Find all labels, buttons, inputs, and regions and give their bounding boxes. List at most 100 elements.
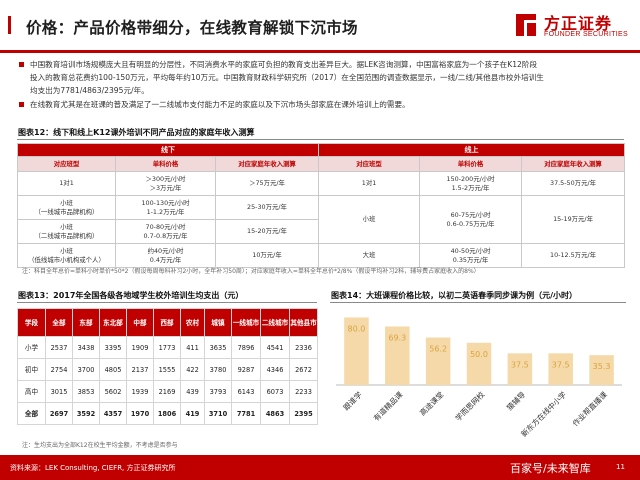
table-cell: 3438 xyxy=(72,336,100,359)
header-cell: 二线城市 xyxy=(260,308,290,337)
offline-type: 1对1 xyxy=(17,171,116,196)
band-offline: 线下 xyxy=(16,143,320,157)
online-income: 10-12.5万元/年 xyxy=(521,243,626,268)
offline-price: 100-130元/小时 1-1.2万元/年 xyxy=(115,195,216,220)
table-cell: 3592 xyxy=(72,402,100,425)
header-cell: 农村 xyxy=(180,308,205,337)
table-cell: 4805 xyxy=(99,358,127,381)
table-cell: 2697 xyxy=(45,402,73,425)
category-label: 猿辅导 xyxy=(504,389,527,412)
chart14-svg: 80.0 跟谁学 69.3 有道精品课 56.2 高途课堂 50.0 学而思网校 37.5 猿辅导… xyxy=(336,317,622,439)
data-label: 80.0 xyxy=(348,324,366,333)
online-type: 小班 xyxy=(318,195,421,244)
table-cell: 439 xyxy=(180,380,205,403)
col-header-type: 对应班型 xyxy=(318,156,421,172)
chart-bar xyxy=(548,353,573,385)
chart-bar xyxy=(344,317,369,385)
offline-price: 70-80元/小时 0.7-0.8万元/年 xyxy=(115,219,216,244)
page-footer: 资料来源：LEK Consulting, CIEFR, 方正证券研究所 百家号/… xyxy=(0,455,640,480)
offline-type: 小班 （二线城市品牌机构） xyxy=(17,219,116,244)
table-cell: 4863 xyxy=(260,402,290,425)
title-accent-bar xyxy=(8,16,11,34)
table-cell: 4346 xyxy=(260,358,290,381)
footer-watermark: 百家号/未来智库 xyxy=(510,462,591,475)
table-cell: 3395 xyxy=(99,336,127,359)
page-header: 价格：产品价格带细分，在线教育解锁下沉市场 方正证券 FOUNDER SECUR… xyxy=(0,0,640,53)
bullet-line: 中国教育培训市场规模庞大且有明显的分层性，不同消费水平的家庭可负担的教育支出差异… xyxy=(30,60,538,69)
band-online: 线上 xyxy=(318,143,626,157)
chart-bar xyxy=(507,353,533,385)
header-rule xyxy=(0,50,640,53)
online-income: 15-19万元/年 xyxy=(521,195,626,244)
table-cell: 7896 xyxy=(231,336,261,359)
table-cell: 1773 xyxy=(153,336,181,359)
table-cell: 1555 xyxy=(153,358,181,381)
table-row: 初中 2754 3700 4805 2137 1555 422 3780 928… xyxy=(17,358,318,381)
data-label: 37.5 xyxy=(552,360,570,369)
data-label: 50.0 xyxy=(470,350,488,359)
footer-source: 资料来源：LEK Consulting, CIEFR, 方正证券研究所 xyxy=(10,464,176,472)
table-cell: 3853 xyxy=(72,380,100,403)
offline-price: ＞300元/小时 ＞3万元/年 xyxy=(115,171,216,196)
table-cell: 422 xyxy=(180,358,205,381)
table-cell: 小学 xyxy=(17,336,46,359)
page-number: 11 xyxy=(616,463,625,471)
table-cell: 419 xyxy=(180,402,205,425)
category-label: 高途课堂 xyxy=(417,389,446,418)
table-cell: 4357 xyxy=(99,402,127,425)
table-cell: 全部 xyxy=(17,402,46,425)
table-cell: 3793 xyxy=(204,380,232,403)
table13-spending-by-region: 学段 全部 东部 东北部 中部 西部 农村 城镇 一线城市 二线城市 其他县市 … xyxy=(17,308,318,425)
online-type: 1对1 xyxy=(318,171,421,196)
table-cell: 411 xyxy=(180,336,205,359)
chart14-price-comparison: 80.0 跟谁学 69.3 有道精品课 56.2 高途课堂 50.0 学而思网校 37.5 猿辅导… xyxy=(330,303,626,453)
table-cell: 3700 xyxy=(72,358,100,381)
online-type: 大班 xyxy=(318,243,421,268)
col-header-income: 对应家庭年收入测算 xyxy=(214,156,320,172)
offline-income: 25-30万元/年 xyxy=(214,195,320,220)
header-cell: 城镇 xyxy=(204,308,232,337)
table-cell: 6143 xyxy=(231,380,261,403)
chart-bar xyxy=(425,337,451,385)
table-row: 小学 2537 3438 3395 1909 1773 411 3635 789… xyxy=(17,336,318,359)
table-cell: 2754 xyxy=(45,358,73,381)
table-cell: 5602 xyxy=(99,380,127,403)
header-cell: 全部 xyxy=(45,308,73,337)
bullet-line: 在线教育尤其是在班课的普及满足了一二线城市支付能力不足的家庭以及下沉市场头部家庭… xyxy=(30,100,410,109)
bullet-line: 均支出为7781/4863/2395元/年。 xyxy=(30,86,149,95)
online-price: 150-200元/小时 1.5-2万元/年 xyxy=(419,171,523,196)
header-cell: 学段 xyxy=(17,308,46,337)
table12-note: 注：科目全年总价=单科小时单价*50*2（假设每周每科补习2小时，全年补习50周… xyxy=(22,268,480,275)
bullet-1: 中国教育培训市场规模庞大且有明显的分层性，不同消费水平的家庭可负担的教育支出差异… xyxy=(18,58,624,97)
data-label: 69.3 xyxy=(388,333,406,342)
logo-chinese-name: 方正证券 xyxy=(544,14,613,33)
header-cell: 西部 xyxy=(153,308,181,337)
summary-bullets: 中国教育培训市场规模庞大且有明显的分层性，不同消费水平的家庭可负担的教育支出差异… xyxy=(18,58,624,112)
table12-income-by-product: 线下 线上 对应班型 单科价格 对应家庭年收入测算 对应班型 单科价格 对应家庭… xyxy=(16,143,626,268)
table-cell: 2169 xyxy=(153,380,181,403)
category-label: 有道精品课 xyxy=(371,389,405,423)
offline-type: 小班 （低线城市小机构或个人） xyxy=(17,243,116,268)
col-header-income: 对应家庭年收入测算 xyxy=(521,156,626,172)
table-cell: 3635 xyxy=(204,336,232,359)
table12-caption: 图表12：线下和线上K12课外培训不同产品对应的家庭年收入测算 xyxy=(18,128,255,137)
table-cell: 1806 xyxy=(153,402,181,425)
data-label: 35.3 xyxy=(593,362,611,371)
table-cell: 1970 xyxy=(126,402,154,425)
table-cell: 6073 xyxy=(260,380,290,403)
offline-type: 小班 （一线城市品牌机构） xyxy=(17,195,116,220)
chart-bar xyxy=(589,355,614,385)
category-label: 跟谁学 xyxy=(341,389,364,412)
table-cell: 初中 xyxy=(17,358,46,381)
table13-caption-rule xyxy=(17,302,317,303)
table-cell: 7781 xyxy=(231,402,261,425)
header-cell: 东部 xyxy=(72,308,100,337)
chart-bar xyxy=(385,326,410,385)
table-row-total: 全部 2697 3592 4357 1970 1806 419 3710 778… xyxy=(17,402,318,425)
header-cell: 其他县市 xyxy=(289,308,318,337)
table-cell: 1939 xyxy=(126,380,154,403)
table-cell: 2233 xyxy=(289,380,318,403)
table-cell: 4541 xyxy=(260,336,290,359)
table12-caption-rule xyxy=(17,139,624,140)
table-cell: 高中 xyxy=(17,380,46,403)
